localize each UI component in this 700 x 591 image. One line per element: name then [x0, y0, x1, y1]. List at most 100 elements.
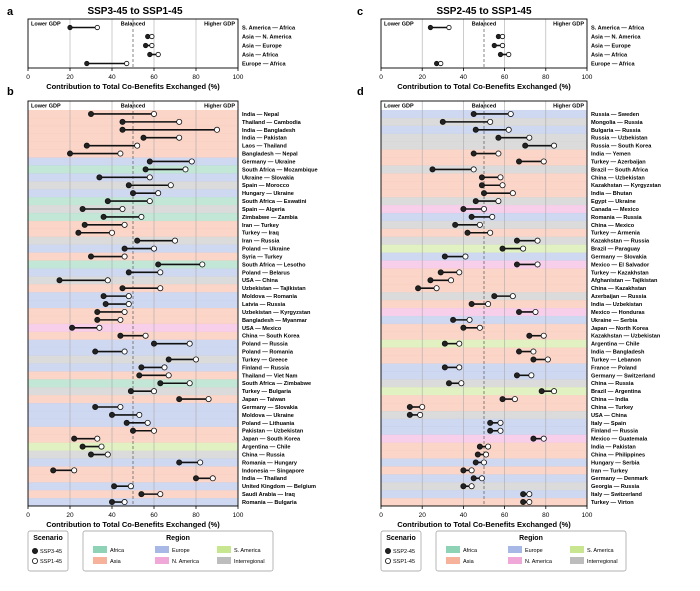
x-tick-label: 40 — [460, 74, 468, 81]
x-tick-label: 0 — [379, 512, 383, 519]
point-ssp3-45 — [100, 213, 107, 220]
row-band — [28, 355, 238, 364]
x-tick-label: 20 — [66, 512, 74, 519]
point-ssp1-45 — [446, 24, 452, 31]
point-ssp3-45 — [50, 467, 57, 474]
pair-label: Poland — Russia — [242, 342, 289, 348]
pair-label: Latvia — Russia — [242, 302, 286, 308]
point-ssp3-45 — [119, 118, 126, 125]
point-ssp2-45 — [439, 118, 446, 125]
region-legend-swatch — [508, 557, 522, 564]
point-ssp1-45 — [146, 174, 153, 181]
x-tick-label: 100 — [233, 74, 244, 81]
pair-label: Asia — Europe — [242, 43, 282, 49]
point-ssp1-45 — [161, 364, 168, 371]
pair-label: Russia — Uzbekistan — [591, 136, 648, 142]
point-ssp2-45 — [441, 253, 448, 260]
region-legend-label: Africa — [110, 548, 125, 554]
point-ssp1-45 — [149, 42, 155, 49]
panel-c-letter: c — [357, 6, 363, 18]
point-ssp1-45 — [199, 261, 206, 268]
point-ssp3-45 — [176, 396, 183, 403]
point-ssp1-45 — [497, 419, 504, 426]
point-ssp2-45 — [516, 308, 523, 315]
point-ssp1-45 — [511, 396, 518, 403]
point-ssp2-45 — [520, 491, 527, 498]
point-ssp1-45 — [534, 261, 541, 268]
pair-label: China — Turkey — [591, 405, 634, 411]
point-ssp3-45 — [69, 324, 76, 331]
scenario-legend-marker — [384, 548, 391, 555]
pair-label: Turkey — Iraq — [242, 231, 279, 237]
point-ssp1-45 — [530, 348, 537, 355]
plot-frame — [380, 100, 588, 507]
scenario-legend-marker — [384, 558, 391, 565]
point-ssp2-45 — [427, 24, 434, 31]
point-ssp2-45 — [480, 190, 487, 197]
pair-label: Brazil — Paraguay — [591, 247, 641, 253]
row-band — [381, 141, 587, 150]
point-ssp3-45 — [117, 332, 124, 339]
point-ssp1-45 — [144, 419, 151, 426]
pair-label: South Africa — Mozambique — [242, 167, 318, 173]
pair-label: Canada — Mexico — [591, 207, 639, 213]
pair-label: Hungary — Ukraine — [242, 191, 294, 197]
scenario-legend-title: Scenario — [33, 535, 63, 542]
point-ssp3-45 — [75, 229, 82, 236]
pair-label: India — Yemen — [591, 152, 631, 158]
plot-frame — [27, 100, 239, 507]
x-tick-label: 40 — [108, 512, 116, 519]
pair-label: Brazil — Argentina — [591, 389, 642, 395]
point-ssp1-45 — [182, 166, 189, 173]
point-ssp1-45 — [417, 411, 424, 418]
row-band — [28, 300, 238, 309]
point-ssp1-45 — [150, 245, 157, 252]
scenario-legend-label: SSP1-45 — [393, 559, 415, 565]
pair-label: Hungary — Serbia — [591, 460, 640, 466]
row-band — [28, 236, 238, 245]
pair-label: Bangladesh — Nepal — [242, 152, 298, 158]
pair-label: Brazil — South Africa — [591, 167, 649, 173]
panel-b-chart: Lower GDP Balanced Higher GDP India — Nepal… — [26, 100, 318, 529]
pair-label: Uzbekistan — Tajikistan — [242, 286, 306, 292]
pair-label: India — Uzbekistan — [591, 302, 643, 308]
point-ssp2-45 — [491, 42, 497, 49]
pair-label: Argentina — Chile — [242, 445, 290, 451]
point-ssp1-45 — [150, 110, 157, 117]
pair-label: United Kingdom — Belgium — [242, 484, 316, 490]
x-tick-label: 40 — [460, 512, 468, 519]
scenario-legend-label: SSP3-45 — [40, 549, 62, 555]
pair-label: Germany — Denmark — [591, 476, 649, 482]
point-ssp2-45 — [497, 51, 504, 58]
point-ssp3-45 — [176, 459, 183, 466]
pair-label: South Africa — Eswatini — [242, 199, 307, 205]
point-ssp2-45 — [406, 411, 413, 418]
x-tick-label: 80 — [192, 74, 200, 81]
point-ssp1-45 — [509, 190, 516, 197]
pair-label: China — Mexico — [591, 223, 635, 229]
point-ssp2-45 — [530, 356, 537, 363]
row-band — [28, 220, 238, 229]
panel-c-title: SSP2-45 to SSP1-45 — [436, 6, 531, 17]
x-tick-label: 0 — [379, 74, 383, 81]
legend-left: Scenario SSP3-45 SSP1-45 Region Africa Europe… — [27, 530, 274, 572]
row-band — [381, 410, 587, 420]
row-band — [381, 426, 587, 435]
x-tick-label: 80 — [192, 512, 200, 519]
point-ssp1-45 — [456, 269, 463, 276]
row-band — [381, 236, 587, 245]
point-ssp2-45 — [441, 340, 448, 347]
pair-label: Ukraine — Slovakia — [242, 175, 295, 181]
pair-label: Russia — Sweden — [591, 112, 640, 118]
point-ssp3-45 — [84, 60, 90, 67]
point-ssp2-45 — [470, 150, 477, 157]
pair-label: Finland — Russia — [242, 365, 290, 371]
pair-label: Finland — Russia — [591, 429, 639, 435]
pair-label: Turkey — Greece — [242, 357, 288, 363]
point-ssp1-45 — [117, 316, 124, 323]
point-ssp1-45 — [520, 245, 527, 252]
x-tick-label: 80 — [542, 74, 550, 81]
point-ssp3-45 — [145, 33, 151, 40]
point-ssp2-45 — [460, 324, 467, 331]
region-legend-swatch — [155, 546, 169, 553]
